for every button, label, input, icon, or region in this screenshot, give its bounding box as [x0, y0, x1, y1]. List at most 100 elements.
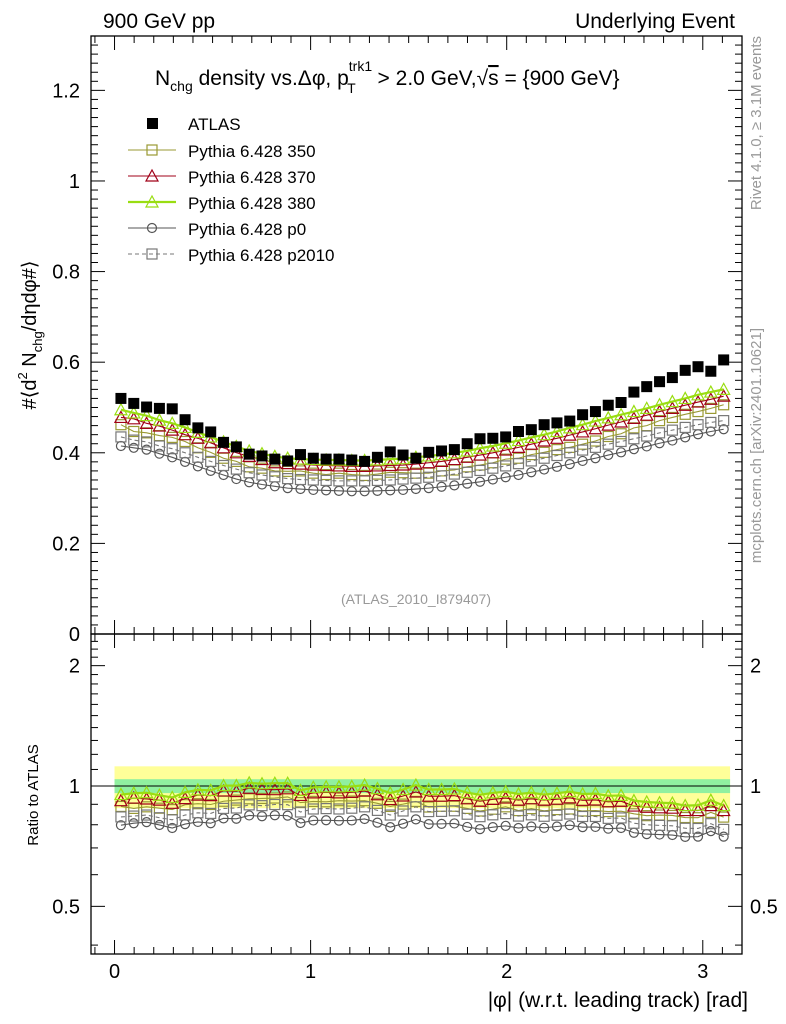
ratio-point — [692, 822, 704, 835]
series-point — [641, 441, 652, 452]
legend-label-350: Pythia 6.428 350 — [188, 142, 316, 161]
series-line — [120, 404, 724, 476]
series-point — [269, 471, 281, 483]
series-point — [282, 473, 294, 485]
series-point — [666, 411, 678, 424]
ratio-point — [526, 821, 537, 832]
data-point — [282, 455, 294, 467]
ratio-point — [269, 810, 280, 821]
ratio-point — [179, 809, 191, 821]
ratio-point — [370, 781, 385, 795]
series-point — [153, 440, 166, 452]
series-point — [128, 425, 140, 438]
series-point — [577, 444, 589, 456]
series-point — [666, 424, 678, 436]
data-point — [153, 402, 165, 414]
series-point — [537, 427, 552, 441]
data-point — [179, 414, 191, 426]
series-point — [256, 462, 268, 474]
ratio-point — [537, 787, 552, 801]
ratio-point — [487, 809, 499, 821]
series-point — [256, 469, 268, 481]
ratio-point — [139, 785, 154, 799]
source-label: mcplots.cern.ch [arXiv:2401.10621] — [748, 328, 765, 563]
ratio-point — [128, 810, 140, 822]
ratio-point — [385, 822, 396, 833]
ratio-point — [614, 788, 629, 802]
ratio-point — [331, 779, 346, 793]
y-tick-label: 0 — [69, 624, 80, 646]
series-point — [165, 416, 180, 429]
series-point — [205, 455, 217, 467]
series-point — [601, 417, 616, 431]
series-point — [461, 466, 473, 478]
x-tick-labels: 0 1 2 3 — [109, 961, 708, 983]
ratio-point — [192, 807, 204, 819]
series-point — [678, 397, 693, 411]
ratio-point — [282, 810, 293, 821]
ratio-point — [269, 792, 281, 804]
ratio-point — [462, 821, 473, 833]
ratio-point — [602, 812, 614, 824]
series-point — [639, 407, 654, 421]
series-line — [120, 428, 724, 492]
ratio-point — [473, 793, 488, 807]
series-point — [384, 474, 396, 486]
ratio-point — [267, 782, 282, 796]
ratio-point — [447, 781, 462, 795]
ratio-point — [678, 798, 693, 812]
ratio-point — [256, 811, 268, 822]
series-point — [665, 394, 680, 408]
ratio-point — [718, 831, 729, 842]
ratio-point — [511, 786, 526, 800]
data-point — [602, 399, 614, 411]
ratio-point — [154, 819, 165, 831]
ratio-point — [217, 802, 230, 814]
ylabel-n: N — [19, 352, 41, 372]
ratio-point — [716, 798, 731, 812]
ratio-point — [372, 817, 383, 828]
series-point — [179, 435, 191, 448]
data-point — [436, 445, 448, 457]
series-layer — [113, 354, 731, 842]
ratio-point — [152, 788, 167, 801]
ratio-point — [498, 784, 513, 798]
ratio-point — [115, 820, 127, 831]
ratio-point — [396, 782, 411, 796]
data-point — [538, 419, 550, 431]
ratio-point — [320, 802, 332, 815]
ratio-point — [626, 793, 641, 807]
ratio-point — [269, 798, 281, 811]
ratio-point — [436, 818, 447, 829]
series-point — [346, 475, 358, 487]
ratio-point — [423, 818, 434, 830]
series-point — [460, 450, 475, 463]
data-point — [692, 361, 704, 373]
legend-label-370: Pythia 6.428 370 — [188, 168, 316, 187]
series-point — [397, 484, 409, 496]
series-point — [679, 421, 691, 434]
ratio-point — [577, 822, 588, 833]
ratio-point — [511, 792, 526, 806]
data-point — [346, 454, 358, 466]
ratio-point — [691, 798, 706, 811]
series-point — [562, 427, 577, 441]
ratio-point — [282, 799, 294, 811]
ratio-point — [434, 788, 449, 802]
ratio-point — [589, 810, 602, 823]
data-point — [589, 406, 601, 418]
series-point — [524, 436, 539, 450]
series-4 — [115, 415, 730, 835]
series-point — [333, 475, 345, 487]
series-point — [460, 443, 475, 457]
series-point — [691, 394, 706, 408]
series-point — [384, 466, 396, 478]
data-point — [654, 376, 666, 388]
ratio-point — [705, 826, 716, 837]
ratio-point — [141, 817, 152, 828]
series-point — [346, 486, 357, 497]
x-tick-label: 2 — [501, 961, 512, 983]
series-point — [320, 468, 332, 481]
data-point — [500, 431, 512, 443]
ratio-point — [280, 775, 295, 789]
